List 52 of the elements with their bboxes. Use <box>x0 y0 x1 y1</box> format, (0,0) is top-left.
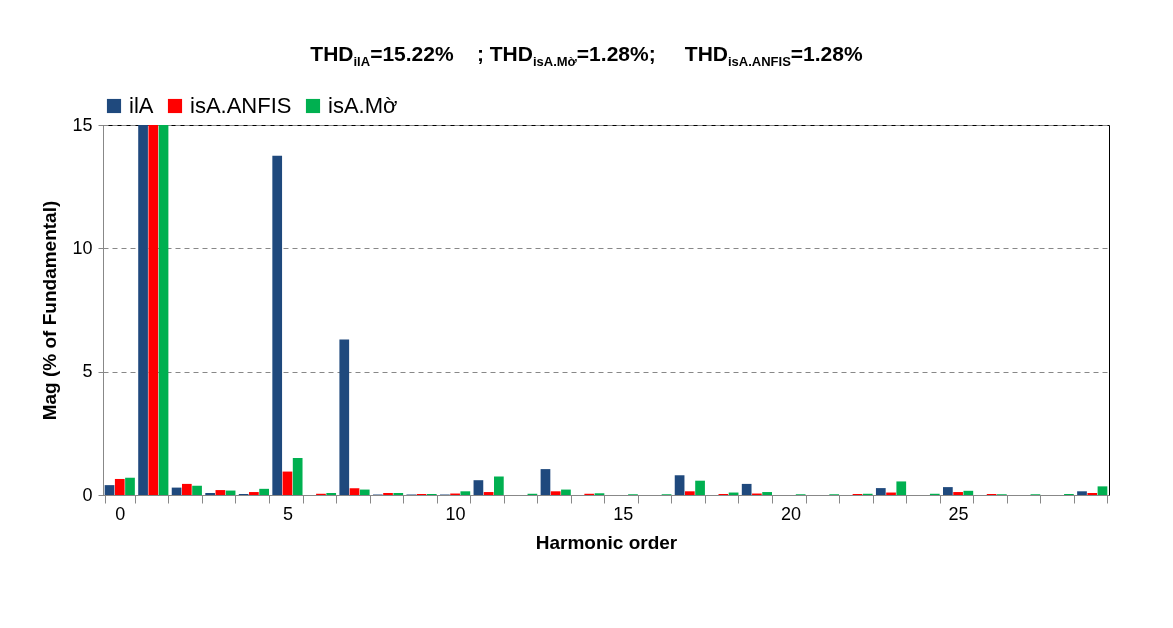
bar <box>550 491 561 495</box>
bar <box>104 485 115 495</box>
bar <box>359 489 370 495</box>
x-tick-label: 15 <box>613 503 634 524</box>
x-tick-label: 0 <box>115 503 126 524</box>
y-tick-label: 5 <box>82 361 93 382</box>
bar <box>674 475 685 495</box>
bar <box>483 492 494 495</box>
x-tick-label: 25 <box>948 503 969 524</box>
bar <box>148 125 159 495</box>
bar <box>138 125 148 495</box>
bar <box>1097 486 1108 495</box>
bar <box>192 485 202 495</box>
bar <box>963 490 974 495</box>
bar <box>943 487 953 495</box>
legend-label: ilA <box>129 93 154 118</box>
bar <box>741 483 752 495</box>
bar <box>282 471 293 495</box>
bar <box>561 489 571 495</box>
bar <box>875 488 886 495</box>
bar <box>114 478 125 495</box>
bar <box>215 490 226 495</box>
x-tick-label: 10 <box>445 503 466 524</box>
bar <box>684 491 695 495</box>
x-axis-title: Harmonic order <box>535 531 678 553</box>
bar <box>1077 491 1087 495</box>
bar <box>460 491 471 495</box>
y-tick-label: 10 <box>72 237 93 258</box>
bar <box>249 492 259 495</box>
y-axis-title: Mag (% of Fundamental) <box>39 200 61 421</box>
x-tick-label: 5 <box>282 503 293 524</box>
legend-label: isA.Mờ <box>328 93 398 118</box>
legend-label: isA.ANFIS <box>190 93 292 118</box>
bar <box>953 492 963 495</box>
x-tick-label: 20 <box>780 503 801 524</box>
bar <box>540 469 551 495</box>
chart-title: THD$_{ilA}$=15.22% ; THD$_{isA.Mờ}$=1.28%; THD$_{isA.ANFIS}$=1.28% <box>309 42 864 70</box>
bar <box>349 488 360 495</box>
bar <box>272 155 283 495</box>
bar <box>339 339 350 495</box>
bar <box>259 488 269 495</box>
bar <box>896 481 907 495</box>
bar <box>181 483 192 495</box>
y-tick-label: 0 <box>82 484 93 505</box>
bar <box>473 480 484 495</box>
bar <box>158 125 169 495</box>
bar <box>292 458 303 495</box>
bar <box>762 492 772 495</box>
bar <box>695 480 705 495</box>
y-tick-label: 15 <box>72 114 93 135</box>
bar <box>494 476 504 495</box>
bar <box>125 477 135 495</box>
